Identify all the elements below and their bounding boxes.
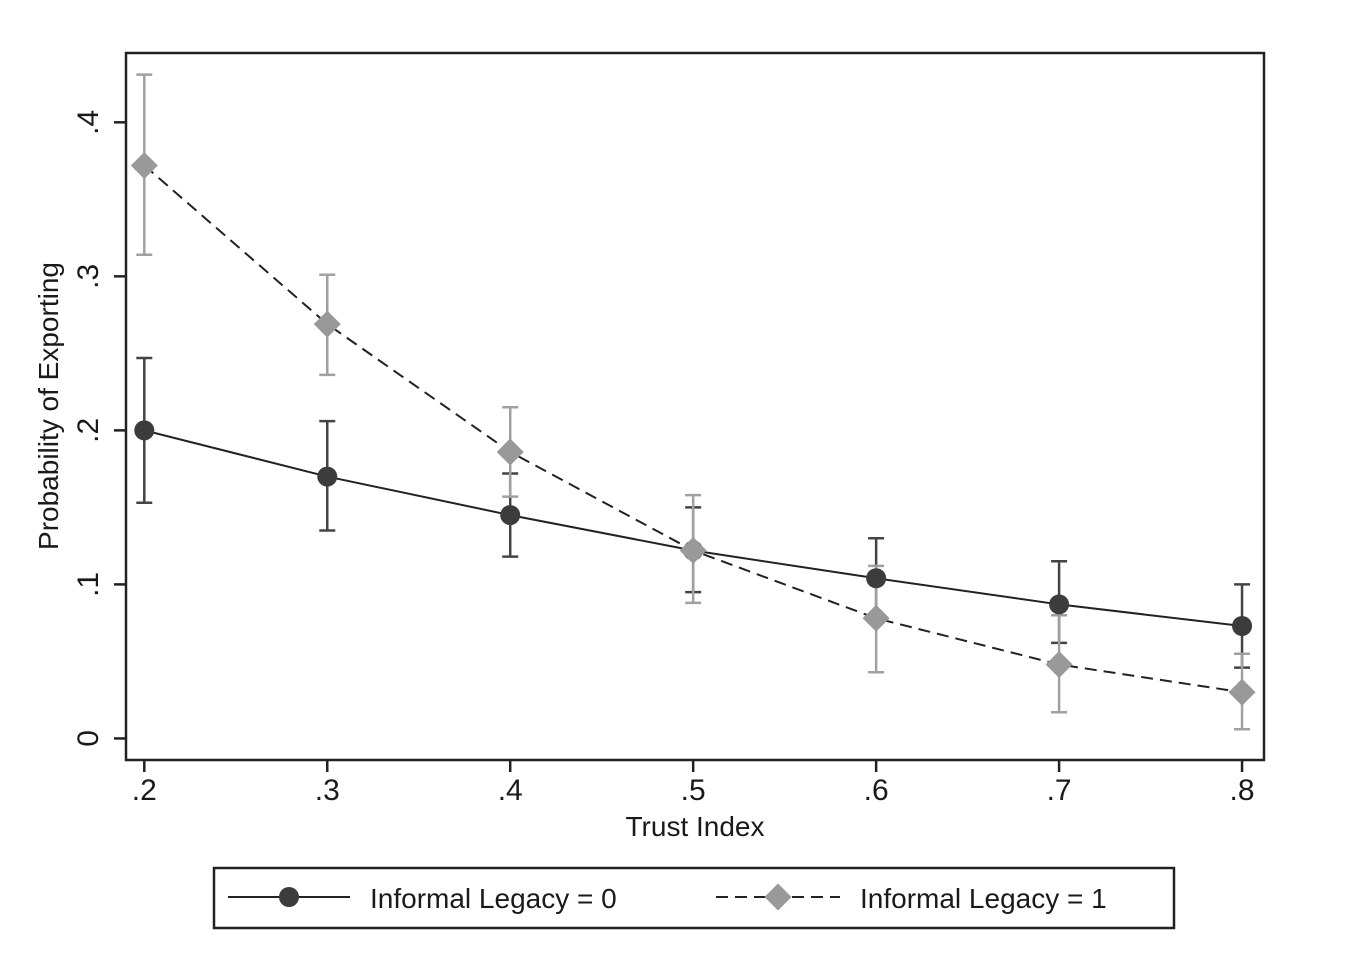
data-point-diamond: [1228, 678, 1256, 706]
y-tick-label: .2: [72, 418, 105, 443]
x-tick-label: .8: [1230, 774, 1255, 807]
data-point-circle: [134, 420, 155, 441]
y-axis-title: Probability of Exporting: [33, 262, 64, 550]
legend: Informal Legacy = 0 Informal Legacy = 1: [212, 866, 1176, 930]
data-point-circle: [317, 466, 338, 487]
legend-items: [228, 883, 840, 911]
data-point-diamond: [862, 604, 890, 632]
series-1: [136, 73, 1251, 731]
x-tick-label: .4: [498, 774, 523, 807]
x-axis-title: Trust Index: [625, 811, 764, 842]
legend-label-informal-legacy-1: Informal Legacy = 1: [860, 883, 1107, 914]
data-point-diamond: [679, 537, 707, 565]
y-tick-label: .1: [72, 572, 105, 597]
legend-box: [212, 866, 1176, 930]
data-point-diamond: [496, 438, 524, 466]
y-tick-label: 0: [72, 730, 105, 747]
data-point-circle: [1232, 615, 1253, 636]
x-tick-label: .7: [1047, 774, 1072, 807]
x-tick-label: .3: [315, 774, 340, 807]
x-tick-label: .5: [681, 774, 706, 807]
legend-label-informal-legacy-0: Informal Legacy = 0: [370, 883, 617, 914]
data-point-diamond: [313, 310, 341, 338]
series-line-1: [143, 164, 1243, 694]
series-layer: [130, 73, 1256, 731]
y-tick-label: .4: [72, 110, 105, 135]
data-point-circle: [500, 505, 521, 526]
x-tick-label: .2: [132, 774, 157, 807]
x-tick-label: .6: [864, 774, 889, 807]
data-point-circle: [866, 568, 887, 589]
data-point-diamond: [1045, 651, 1073, 679]
data-point-diamond: [764, 883, 792, 911]
data-point-circle: [279, 887, 299, 907]
x-axis: .2 .3 .4 .5 .6 .7 .8: [132, 760, 1255, 807]
y-axis: 0 .1 .2 .3 .4: [72, 110, 126, 747]
data-point-circle: [1049, 594, 1070, 615]
data-point-diamond: [130, 151, 158, 179]
y-tick-label: .3: [72, 264, 105, 289]
plot-frame: [124, 51, 1266, 762]
